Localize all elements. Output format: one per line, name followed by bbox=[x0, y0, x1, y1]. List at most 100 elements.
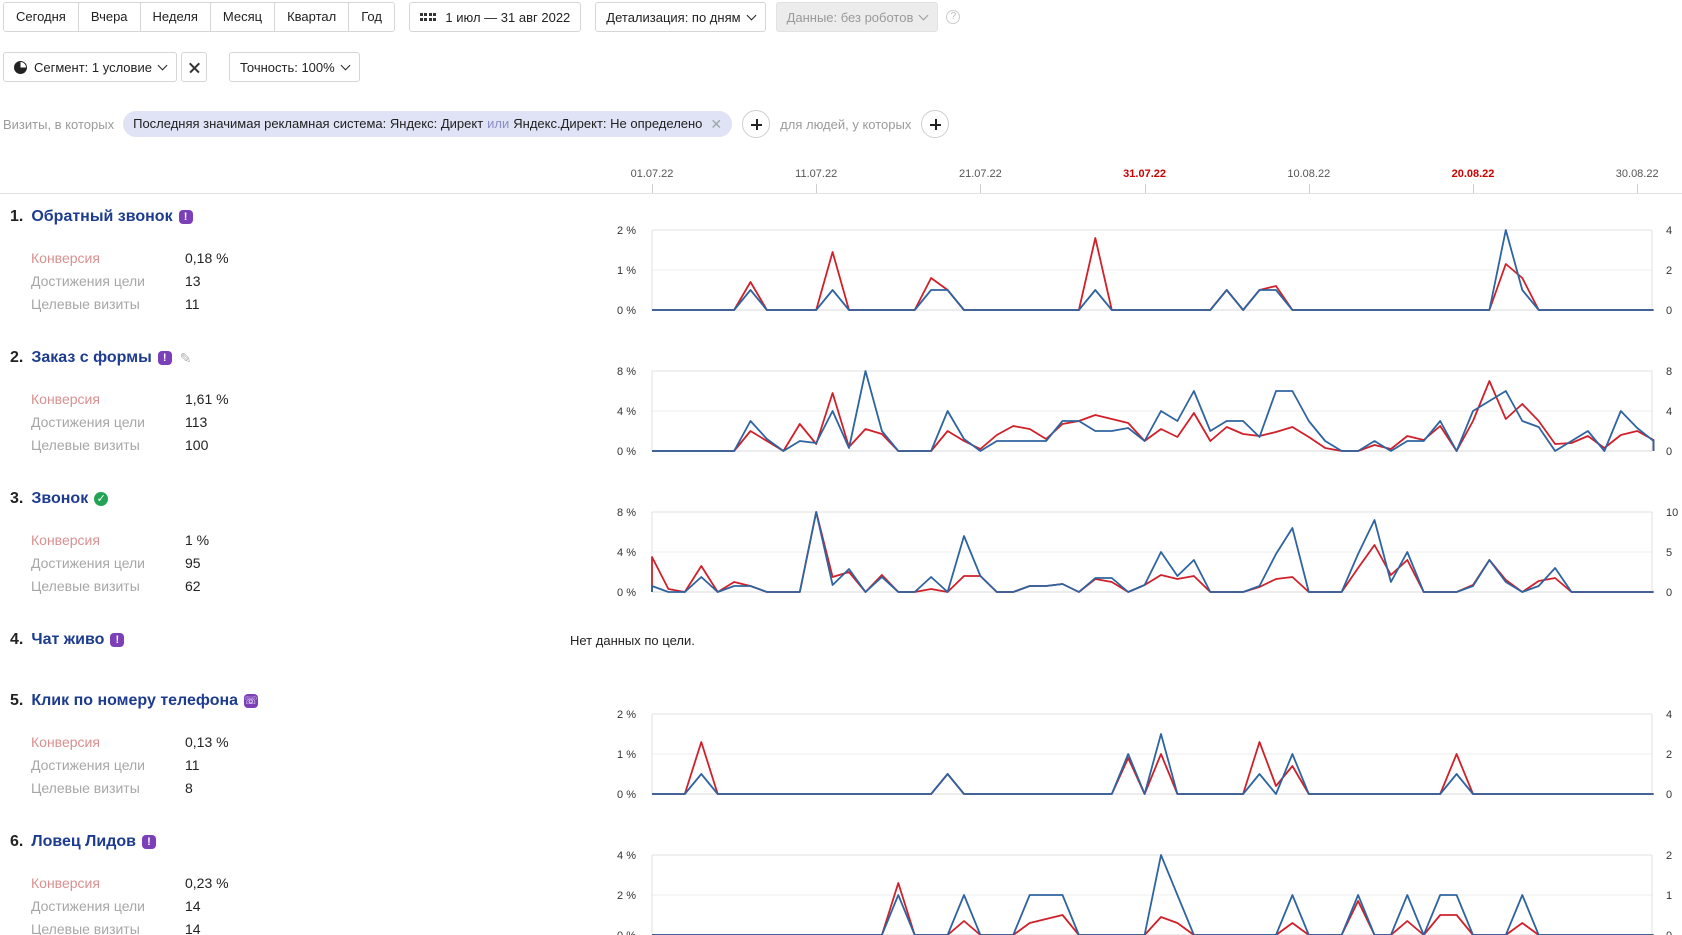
visits-value: 11 bbox=[185, 296, 200, 312]
period-month-button[interactable]: Месяц bbox=[210, 3, 276, 31]
y-tick-right: 0 bbox=[1666, 789, 1672, 801]
y-tick-right: 5 bbox=[1666, 547, 1672, 559]
toolbar: Сегодня Вчера Неделя Месяц Квартал Год 1… bbox=[3, 2, 961, 32]
visits-value: 100 bbox=[185, 437, 209, 453]
reaches-label: Достижения цели bbox=[31, 555, 146, 571]
chevron-down-icon bbox=[157, 60, 168, 70]
series-line-red bbox=[652, 741, 1654, 795]
accuracy-dropdown[interactable]: Точность: 100% bbox=[228, 52, 360, 82]
y-tick-left: 0 % bbox=[617, 305, 636, 317]
goal-chart: 8 % 8 4 % 4 0 % 0 bbox=[617, 366, 1672, 458]
period-week-button[interactable]: Неделя bbox=[140, 3, 211, 31]
series-line-red bbox=[652, 882, 1654, 935]
y-tick-right: 2 bbox=[1666, 850, 1672, 862]
date-tick bbox=[1308, 184, 1310, 193]
conversion-label: Конверсия bbox=[31, 250, 100, 266]
filter-or: или bbox=[487, 116, 510, 131]
date-tick bbox=[652, 184, 653, 193]
goal-name-link[interactable]: Звонок bbox=[31, 490, 89, 507]
reaches-label: Достижения цели bbox=[31, 273, 146, 289]
date-label: 30.08.22 bbox=[1615, 168, 1659, 180]
y-tick-left: 4 % bbox=[617, 406, 636, 418]
add-people-condition-button[interactable] bbox=[921, 110, 950, 138]
goal-name-link[interactable]: Заказ с формы bbox=[31, 349, 152, 366]
reaches-value: 113 bbox=[185, 414, 208, 430]
reaches-label: Достижения цели bbox=[31, 757, 146, 773]
series-line-blue bbox=[652, 733, 1654, 795]
conversion-label: Конверсия bbox=[31, 734, 100, 750]
date-label: 10.08.22 bbox=[1287, 168, 1331, 180]
y-tick-left: 4 % bbox=[617, 850, 636, 862]
y-tick-right: 0 bbox=[1666, 305, 1672, 317]
visits-label: Целевые визиты bbox=[31, 578, 140, 594]
reaches-value: 13 bbox=[185, 273, 201, 289]
goal-number: 1. bbox=[10, 208, 24, 225]
goal-chart: 2 % 4 1 % 2 0 % 0 bbox=[617, 225, 1672, 317]
reaches-value: 95 bbox=[185, 555, 201, 571]
date-label: 01.07.22 bbox=[630, 168, 674, 180]
goal-name-link[interactable]: Обратный звонок bbox=[31, 208, 173, 225]
y-tick-right: 2 bbox=[1666, 265, 1672, 277]
date-range-button[interactable]: 1 июл — 31 авг 2022 bbox=[408, 2, 582, 32]
robots-dropdown[interactable]: Данные: без роботов bbox=[775, 2, 939, 32]
check-icon: ✓ bbox=[94, 492, 109, 506]
date-range-label: 1 июл — 31 авг 2022 bbox=[445, 9, 571, 25]
goal-title: 2. Заказ с формы! ✎ bbox=[10, 349, 191, 367]
goal-number: 6. bbox=[10, 833, 24, 850]
period-yesterday-button[interactable]: Вчера bbox=[78, 3, 141, 31]
segment-dropdown[interactable]: Сегмент: 1 условие bbox=[3, 52, 177, 82]
date-tick bbox=[980, 184, 982, 193]
series-line-blue bbox=[651, 511, 1654, 593]
no-data-message: Нет данных по цели. bbox=[570, 633, 695, 648]
close-icon[interactable] bbox=[180, 52, 207, 82]
y-tick-left: 0 % bbox=[617, 587, 636, 599]
visits-label: Целевые визиты bbox=[31, 437, 140, 453]
y-tick-right: 8 bbox=[1666, 366, 1672, 378]
detail-dropdown[interactable]: Детализация: по дням bbox=[595, 2, 766, 32]
visits-label: Целевые визиты bbox=[31, 296, 140, 312]
y-tick-right: 10 bbox=[1666, 507, 1678, 519]
visits-value: 8 bbox=[185, 780, 193, 796]
series-line-red bbox=[652, 237, 1654, 311]
goal-name-link[interactable]: Ловец Лидов bbox=[31, 833, 136, 850]
goal-chart: 2 % 4 1 % 2 0 % 0 bbox=[617, 709, 1672, 801]
goal-name-link[interactable]: Чат живо bbox=[31, 631, 105, 648]
visits-value: 14 bbox=[185, 921, 201, 935]
calendar-icon bbox=[419, 13, 437, 21]
series-line-blue bbox=[652, 370, 1655, 452]
add-visit-condition-button[interactable] bbox=[742, 110, 771, 138]
conversion-label: Конверсия bbox=[31, 875, 100, 891]
help-icon[interactable]: ? bbox=[946, 10, 961, 24]
series-line-blue bbox=[652, 854, 1654, 935]
axis-divider bbox=[0, 193, 1682, 194]
chevron-down-icon bbox=[918, 10, 929, 20]
visits-label: Целевые визиты bbox=[31, 921, 140, 935]
y-tick-right: 4 bbox=[1666, 709, 1672, 721]
period-quarter-button[interactable]: Квартал bbox=[275, 3, 350, 31]
period-today-button[interactable]: Сегодня bbox=[4, 3, 79, 31]
goal-name-link[interactable]: Клик по номеру телефона bbox=[31, 692, 239, 709]
y-tick-left: 0 % bbox=[617, 789, 636, 801]
detail-label: Детализация: по дням bbox=[606, 9, 741, 25]
chevron-down-icon bbox=[340, 60, 351, 70]
y-tick-right: 2 bbox=[1666, 749, 1672, 761]
goal-title: 4. Чат живо! bbox=[10, 631, 125, 649]
filter-chip[interactable]: Последняя значимая рекламная система: Ян… bbox=[123, 111, 733, 137]
remove-filter-icon[interactable]: ✕ bbox=[710, 116, 723, 132]
exclamation-icon: ! bbox=[110, 633, 125, 647]
visits-prefix: Визиты, в которых bbox=[3, 116, 115, 132]
chevron-down-icon bbox=[746, 10, 757, 20]
y-tick-left: 8 % bbox=[617, 507, 636, 519]
pencil-icon[interactable]: ✎ bbox=[179, 349, 192, 366]
date-label: 11.07.22 bbox=[795, 168, 838, 180]
period-selector: Сегодня Вчера Неделя Месяц Квартал Год bbox=[3, 2, 395, 32]
goal-title: 1. Обратный звонок! bbox=[10, 208, 193, 226]
accuracy-label: Точность: 100% bbox=[239, 59, 335, 75]
period-year-button[interactable]: Год bbox=[349, 3, 394, 31]
goal-title: 5. Клик по номеру телефона ☏ bbox=[10, 692, 259, 710]
y-tick-left: 2 % bbox=[617, 225, 636, 237]
conversion-label: Конверсия bbox=[31, 532, 100, 548]
conversion-value: 1 % bbox=[185, 532, 210, 548]
goal-number: 4. bbox=[10, 631, 24, 648]
y-tick-left: 4 % bbox=[617, 547, 636, 559]
